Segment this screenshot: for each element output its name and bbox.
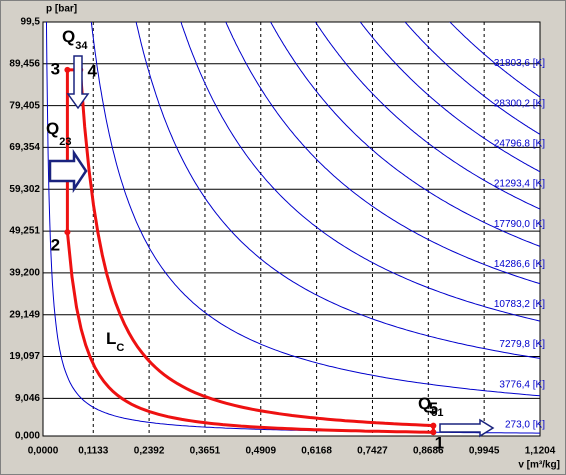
isotherm-label: 21293,4 [K] (494, 179, 545, 190)
isotherm-label: 273,0 [K] (505, 420, 545, 431)
x-tick-label: 0,2392 (134, 446, 165, 457)
state-point (430, 422, 437, 429)
isotherm-label: 3776,4 [K] (499, 379, 545, 390)
y-tick-label: 79,405 (9, 100, 40, 111)
isotherm-label: 7279,8 [K] (499, 339, 545, 350)
y-tick-label: 49,251 (9, 226, 40, 237)
isotherm (90, 22, 540, 397)
heat-label: Q23 (46, 119, 71, 147)
y-tick-label: 99,5 (21, 17, 41, 28)
state-label: 5 (429, 399, 438, 418)
heat-label: Q51 (418, 394, 443, 418)
l-sub: C (116, 342, 124, 354)
isotherm (314, 22, 540, 210)
isotherm-label: 28300,2 [K] (494, 98, 545, 109)
isotherm-label: 10783,2 [K] (494, 299, 545, 310)
x-tick-label: 0,4909 (245, 446, 276, 457)
q-sub: 23 (59, 136, 71, 148)
y-tick-label: 29,149 (9, 309, 40, 320)
heat-label: Q34 (62, 27, 88, 51)
y-tick-label: 19,097 (9, 351, 40, 362)
x-tick-label: 0,8686 (413, 446, 444, 457)
q-sub: 51 (431, 407, 443, 419)
state-label: 3 (51, 59, 60, 78)
cycle-process (78, 69, 434, 428)
isotherm (404, 22, 540, 135)
isotherm (180, 22, 540, 322)
q-text: Q (62, 27, 75, 46)
x-tick-label: 0,6168 (301, 446, 332, 457)
x-tick-label: 0,3651 (190, 446, 221, 457)
y-tick-label: 69,354 (9, 142, 40, 153)
y-tick-label: 89,456 (9, 58, 40, 69)
x-axis-label: v [m³/kg] (518, 460, 560, 471)
state-label: 2 (51, 236, 60, 255)
x-tick-label: 0,0000 (28, 446, 59, 457)
y-tick-label: 39,200 (9, 268, 40, 279)
isotherm (449, 22, 540, 98)
y-axis-label: p [bar] (46, 4, 77, 15)
cycle-process (65, 231, 434, 434)
plot-area (42, 21, 541, 437)
state-label: 4 (88, 61, 98, 80)
isotherm-label: 31803,6 [K] (494, 58, 545, 69)
x-tick-label: 0,1133 (78, 446, 108, 457)
isotherm-label: 17790,0 [K] (494, 219, 545, 230)
isotherm (225, 22, 540, 285)
isotherm-label: 24796,8 [K] (494, 138, 545, 149)
isotherm-label: 14286,6 [K] (494, 259, 545, 270)
x-tick-label: 0,7427 (357, 446, 388, 457)
heat-arrow (48, 148, 88, 194)
y-tick-label: 9,046 (15, 393, 40, 404)
q-text: Q (418, 394, 431, 413)
x-tick-label: 0,9945 (469, 446, 500, 457)
y-tick-label: 59,302 (9, 184, 40, 195)
state-point (430, 429, 437, 436)
isotherm (359, 22, 540, 173)
y-tick-label: 0,000 (15, 431, 40, 442)
state-label: 1 (435, 434, 444, 453)
l-text: L (106, 329, 116, 348)
isotherm (135, 22, 540, 359)
state-point (64, 229, 71, 236)
state-point (64, 66, 71, 73)
q-sub: 34 (75, 40, 88, 52)
isotherm (270, 22, 540, 247)
heat-arrow (439, 418, 495, 438)
work-label: LC (106, 329, 124, 353)
x-tick-label: 1,1204 (525, 446, 556, 457)
heat-arrow (66, 55, 90, 110)
q-text: Q (46, 119, 59, 138)
